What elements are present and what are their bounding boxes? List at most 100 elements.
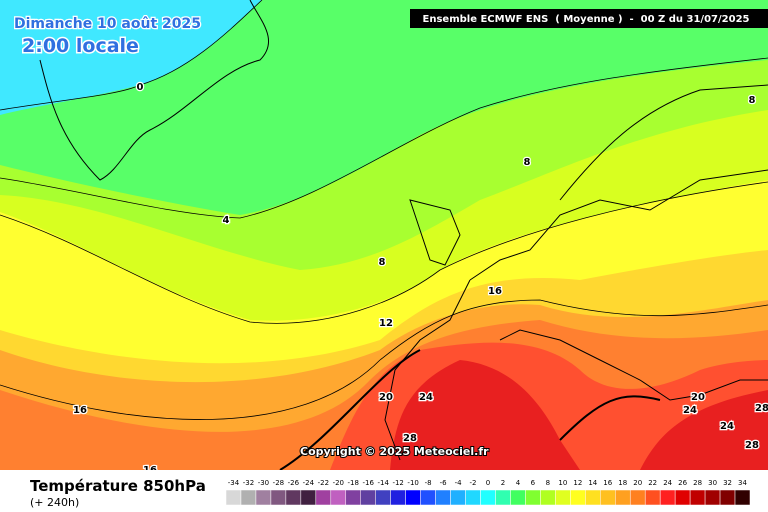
legend-value: -14	[377, 479, 389, 487]
legend-swatch	[300, 489, 317, 506]
legend-value: -34	[228, 479, 240, 487]
contour-label: 20	[379, 392, 393, 403]
legend-value: 12	[573, 479, 582, 487]
legend-value: 8	[546, 479, 550, 487]
legend-swatch	[360, 489, 376, 506]
copyright: Copyright © 2025 Meteociel.fr	[300, 445, 489, 458]
legend-swatch	[480, 489, 496, 506]
legend-value: 30	[708, 479, 717, 487]
model-info: Ensemble ECMWF ENS ( Moyenne ) - 00 Z du…	[423, 14, 750, 25]
legend-value: 16	[603, 479, 612, 487]
contour-label: 24	[419, 392, 433, 403]
legend-swatch	[390, 489, 406, 506]
band-cyan	[0, 0, 262, 115]
band-red	[390, 360, 580, 470]
legend-value: 4	[516, 479, 521, 487]
legend-value: -12	[392, 479, 403, 487]
contour-label: 24	[683, 405, 697, 416]
legend-value: -28	[273, 479, 284, 487]
model-banner	[410, 9, 768, 28]
contour-label: 16	[488, 286, 502, 297]
legend-value: 20	[633, 479, 642, 487]
legend-value: 24	[663, 479, 672, 487]
legend-value: -4	[455, 479, 463, 487]
legend-value: 18	[618, 479, 627, 487]
legend-swatch	[375, 489, 391, 506]
legend-value: 34	[738, 479, 747, 487]
contour-label: 28	[755, 403, 768, 414]
legend-value: -30	[258, 479, 269, 487]
band-red	[640, 390, 768, 470]
legend-swatch	[510, 489, 526, 506]
legend-swatch	[585, 489, 601, 506]
forecast-time: 2:00 locale	[22, 35, 139, 57]
contour-label: 4	[223, 215, 230, 226]
legend-swatch	[644, 489, 661, 506]
contour-label: 12	[379, 318, 393, 329]
legend-swatch	[405, 489, 421, 506]
legend-swatch	[435, 489, 451, 506]
contour-label: 0	[137, 82, 144, 93]
legend-swatch	[465, 489, 481, 506]
legend-swatch	[270, 489, 287, 506]
legend-value: 0	[486, 479, 490, 487]
legend-swatch	[285, 489, 302, 506]
legend-value: 22	[648, 479, 657, 487]
legend-swatch	[540, 489, 556, 506]
legend-value: -16	[363, 479, 375, 487]
contour-label: 16	[73, 405, 87, 416]
legend-swatch	[315, 489, 332, 506]
contour-label: 28	[745, 440, 759, 451]
contour-label: 24	[720, 421, 734, 432]
thick-contour	[279, 349, 661, 471]
legend-swatch	[600, 489, 616, 506]
legend-value: 32	[723, 479, 732, 487]
legend-swatch	[240, 489, 257, 506]
legend-value: 14	[588, 479, 597, 487]
legend-swatch	[345, 489, 361, 506]
legend-swatch	[689, 489, 706, 506]
footer-title: Température 850hPa	[30, 477, 206, 495]
contour-label: 20	[691, 392, 705, 403]
legend-swatch	[674, 489, 691, 506]
legend-value: -22	[318, 479, 329, 487]
legend-swatch	[555, 489, 571, 506]
legend-swatch	[330, 489, 347, 506]
legend-swatch	[450, 489, 466, 506]
legend-swatch	[704, 489, 721, 506]
footer-lead: (+ 240h)	[30, 496, 79, 509]
legend-swatch	[734, 489, 751, 506]
contour-label: 8	[379, 257, 386, 268]
contour-label: 8	[524, 157, 531, 168]
legend-value: -26	[288, 479, 300, 487]
legend-value: 10	[558, 479, 567, 487]
legend-value: -24	[303, 479, 315, 487]
coastlines	[39, 0, 768, 461]
legend-value: -2	[470, 479, 477, 487]
legend-value: -6	[440, 479, 448, 487]
legend-swatch	[225, 489, 242, 506]
legend-value: 26	[678, 479, 687, 487]
legend-swatch	[495, 489, 511, 506]
legend-value: -8	[425, 479, 432, 487]
legend-swatch	[570, 489, 586, 506]
color-legend: -34 -32 -30 -28 -26 -24 -22 -20 -18 -16 -14 -12 -10-…	[225, 479, 751, 506]
legend-swatch	[659, 489, 676, 506]
legend-value: -32	[243, 479, 254, 487]
legend-swatch	[615, 489, 631, 506]
legend-swatch	[255, 489, 272, 506]
forecast-date: Dimanche 10 août 2025	[14, 16, 201, 32]
legend-value: 6	[531, 479, 536, 487]
legend-value: -10	[407, 479, 418, 487]
legend-value: -18	[348, 479, 359, 487]
legend-swatch	[420, 489, 436, 506]
legend-swatch	[525, 489, 541, 506]
legend-value: 28	[693, 479, 702, 487]
contour-label: 28	[403, 433, 417, 444]
legend-swatch	[719, 489, 736, 506]
legend-value: 2	[501, 479, 505, 487]
legend-value: -20	[333, 479, 344, 487]
isotherms	[0, 0, 768, 420]
legend-swatch	[629, 489, 646, 506]
